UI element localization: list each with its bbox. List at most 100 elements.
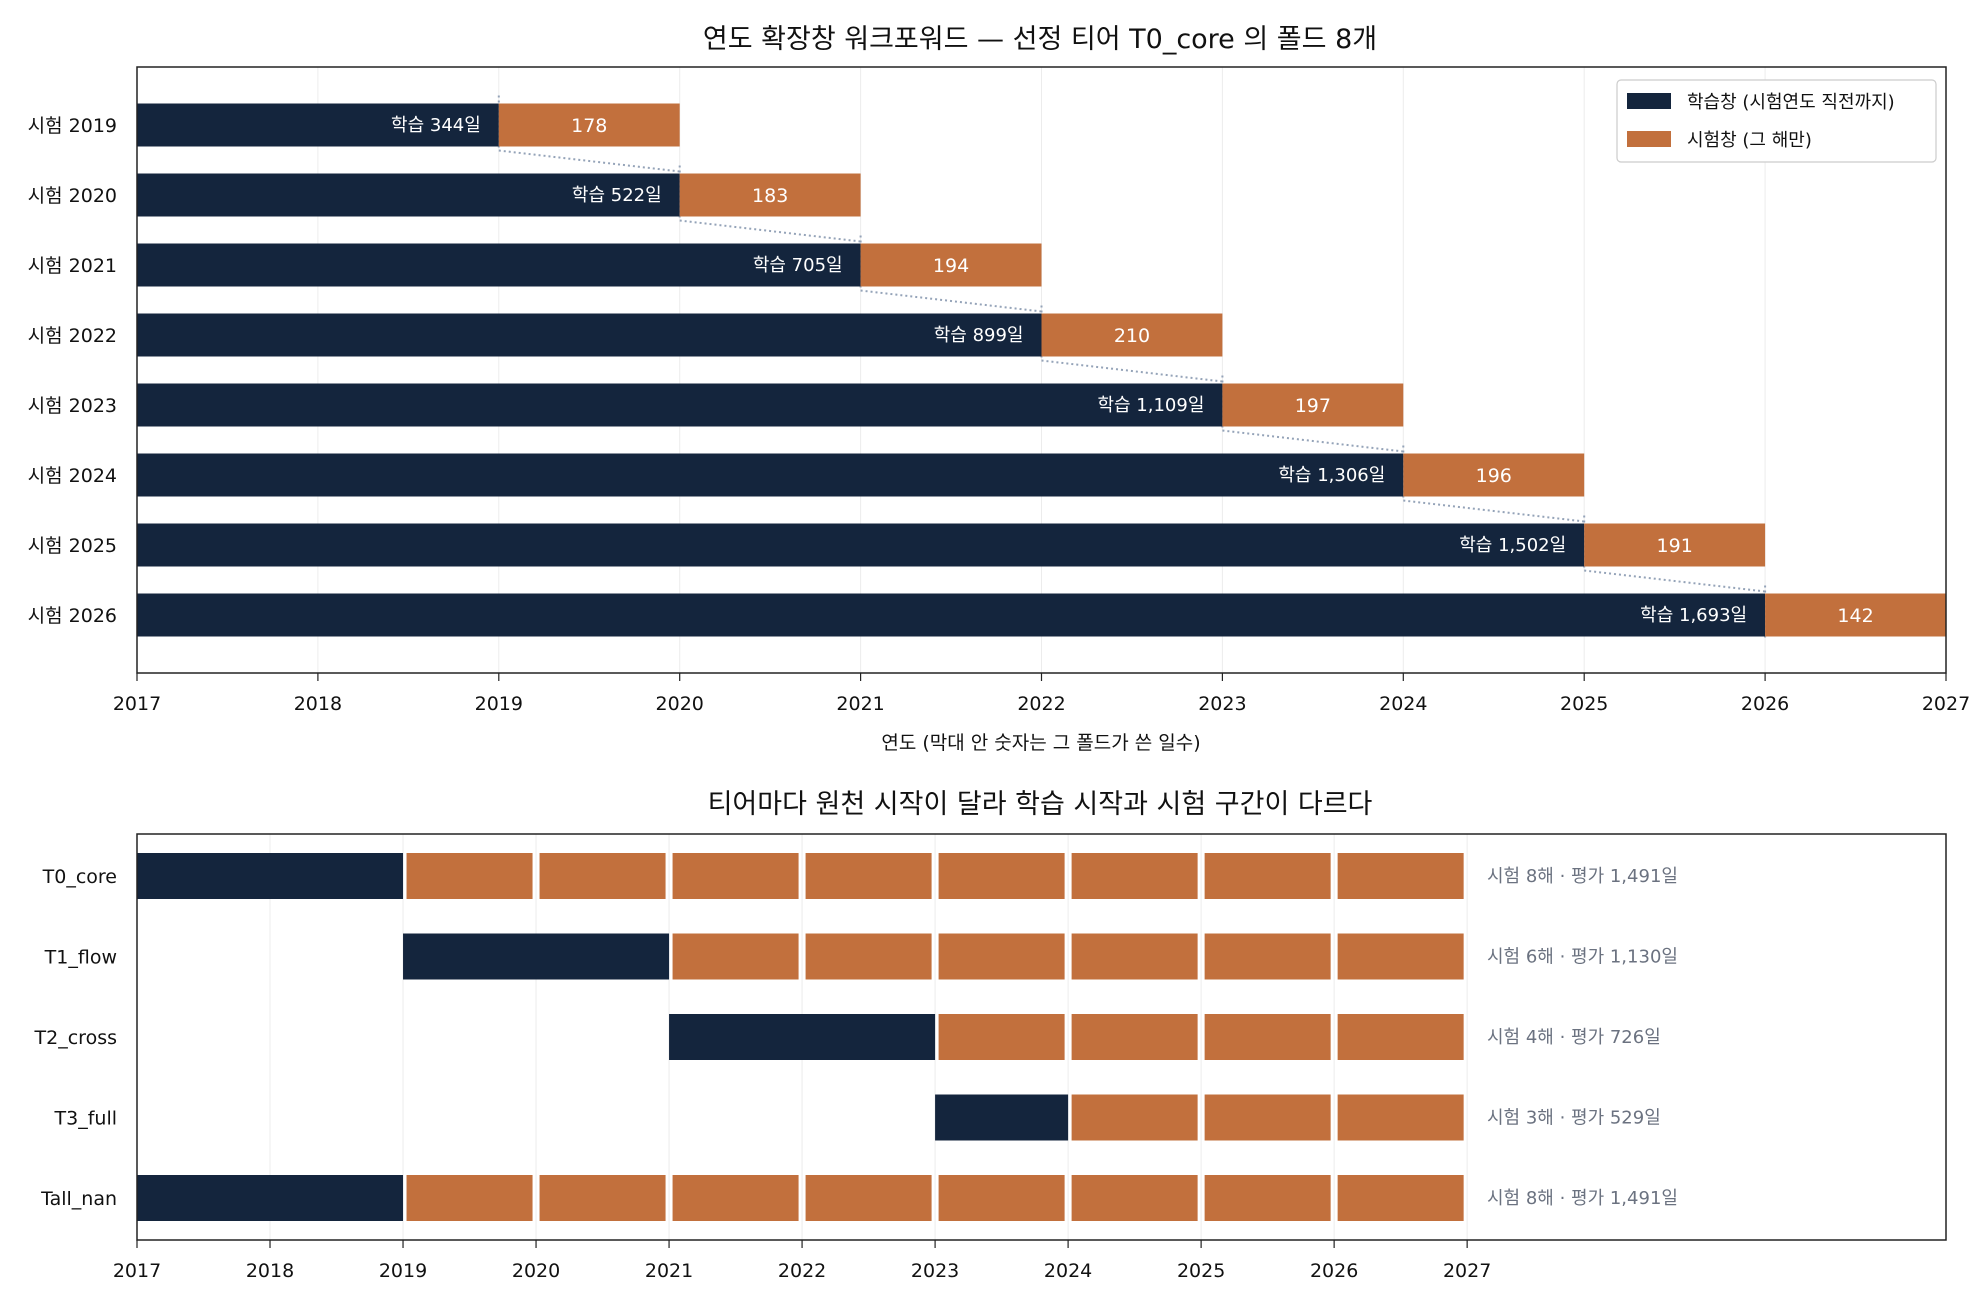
x-tick-label: 2027 — [1443, 1260, 1491, 1282]
legend: 학습창 (시험연도 직전까지) 시험창 (그 해만) — [1616, 79, 1937, 163]
fold-label: 시험 2024 — [28, 465, 117, 487]
fold-chart: 연도 확장창 워크포워드 — 선정 티어 T0_core 의 폴드 8개 학습 … — [28, 24, 1971, 754]
fold-label: 시험 2025 — [28, 535, 117, 557]
test-year-bar — [672, 1175, 799, 1221]
tier-note: 시험 8해 · 평가 1,491일 — [1487, 866, 1678, 887]
x-tick-label: 2027 — [1922, 693, 1970, 715]
x-tick-label: 2022 — [1017, 693, 1065, 715]
x-tick-label: 2021 — [836, 693, 884, 715]
connector-line — [1222, 429, 1404, 453]
fold-chart-title: 연도 확장창 워크포워드 — 선정 티어 T0_core 의 폴드 8개 — [703, 24, 1377, 55]
fold-label: 시험 2023 — [28, 395, 117, 417]
train-bar — [935, 1094, 1069, 1141]
test-year-bar — [1204, 1094, 1331, 1141]
test-year-bar — [805, 933, 932, 980]
fold-label: 시험 2020 — [28, 185, 117, 207]
fold-label: 시험 2026 — [28, 605, 117, 627]
legend-label-test: 시험창 (그 해만) — [1687, 130, 1812, 151]
train-days-label: 학습 1,306일 — [1278, 465, 1385, 486]
test-bar — [1765, 593, 1946, 637]
x-tick-label: 2019 — [475, 693, 523, 715]
connector-line — [1403, 499, 1585, 523]
test-year-bar — [1337, 853, 1464, 899]
test-year-bar — [1071, 1014, 1198, 1060]
tier-note: 시험 4해 · 평가 726일 — [1487, 1027, 1661, 1048]
test-year-bar — [1204, 1014, 1331, 1060]
test-bar — [498, 103, 680, 147]
legend-swatch-train — [1627, 93, 1671, 109]
train-bar — [137, 383, 1223, 427]
x-tick-label: 2022 — [778, 1260, 826, 1282]
tier-y-labels: T0_core T1_flow T2_cross T3_full Tall_nan — [34, 866, 117, 1210]
test-bar — [679, 173, 861, 217]
tier-chart: 티어마다 원천 시작이 달라 학습 시작과 시험 구간이 다르다 시험 8해 ·… — [34, 789, 1947, 1282]
tier-note: 시험 6해 · 평가 1,130일 — [1487, 947, 1678, 968]
test-bar — [1403, 453, 1585, 497]
test-year-bar — [1204, 933, 1331, 980]
train-bar — [137, 103, 499, 147]
test-year-bar — [805, 1175, 932, 1221]
x-tick-label: 2020 — [656, 693, 704, 715]
test-year-bar — [406, 1175, 533, 1221]
fold-chart-xlabel: 연도 (막대 안 숫자는 그 폴드가 쓴 일수) — [881, 732, 1200, 754]
test-year-bar — [1337, 1175, 1464, 1221]
train-days-label: 학습 522일 — [572, 185, 662, 206]
train-bar — [137, 593, 1766, 637]
x-tick-label: 2025 — [1177, 1260, 1225, 1282]
tier-label: T3_full — [54, 1108, 117, 1130]
train-bar — [403, 933, 670, 980]
test-days-label: 194 — [933, 255, 969, 277]
test-bar — [1041, 313, 1223, 357]
test-bar — [1584, 523, 1766, 567]
x-tick-label: 2017 — [113, 693, 161, 715]
train-days-label: 학습 1,502일 — [1459, 535, 1566, 556]
test-days-label: 197 — [1295, 395, 1331, 417]
test-year-bar — [805, 853, 932, 899]
test-year-bar — [539, 1175, 666, 1221]
x-tick-label: 2023 — [1198, 693, 1246, 715]
tier-chart-title: 티어마다 원천 시작이 달라 학습 시작과 시험 구간이 다르다 — [708, 789, 1373, 820]
tier-bars — [137, 853, 1464, 1221]
test-days-label: 178 — [571, 115, 607, 137]
train-bar — [137, 313, 1042, 357]
fold-bars: 학습 344일 178 학습 522일 183 학습 705일 194 학습 899일 210… — [137, 103, 1946, 637]
tier-note: 시험 3해 · 평가 529일 — [1487, 1108, 1661, 1129]
test-year-bar — [1337, 933, 1464, 980]
x-tick-label: 2017 — [113, 1260, 161, 1282]
test-year-bar — [1337, 1014, 1464, 1060]
test-days-label: 191 — [1657, 535, 1693, 557]
x-tick-label: 2026 — [1741, 693, 1789, 715]
train-bar — [137, 523, 1585, 567]
train-days-label: 학습 1,693일 — [1640, 605, 1747, 626]
train-days-label: 학습 344일 — [391, 115, 481, 136]
train-bar — [137, 853, 404, 899]
x-tick-label: 2018 — [246, 1260, 294, 1282]
tier-label: T0_core — [42, 866, 117, 888]
tier-note: 시험 8해 · 평가 1,491일 — [1487, 1188, 1678, 1209]
x-tick-label: 2020 — [512, 1260, 560, 1282]
x-tick-label: 2025 — [1560, 693, 1608, 715]
connector-line — [1584, 569, 1766, 593]
x-tick-label: 2024 — [1044, 1260, 1092, 1282]
connector-line — [860, 289, 1042, 313]
train-days-label: 학습 705일 — [753, 255, 843, 276]
tier-chart-frame — [136, 833, 1947, 1241]
x-tick-label: 2019 — [379, 1260, 427, 1282]
tier-x-ticks: 2017 2018 2019 2020 2021 2022 2023 2024 2025 2026… — [113, 1240, 1491, 1282]
tier-label: T1_flow — [44, 947, 117, 969]
test-year-bar — [938, 853, 1065, 899]
train-bar — [137, 1175, 404, 1221]
train-bar — [669, 1014, 936, 1060]
x-tick-label: 2021 — [645, 1260, 693, 1282]
connector-line — [498, 149, 680, 173]
x-tick-label: 2023 — [911, 1260, 959, 1282]
x-tick-label: 2026 — [1310, 1260, 1358, 1282]
legend-box — [1616, 79, 1937, 163]
legend-swatch-test — [1627, 131, 1671, 147]
test-year-bar — [1071, 853, 1198, 899]
test-year-bar — [1071, 1094, 1198, 1141]
fold-label: 시험 2022 — [28, 325, 117, 347]
